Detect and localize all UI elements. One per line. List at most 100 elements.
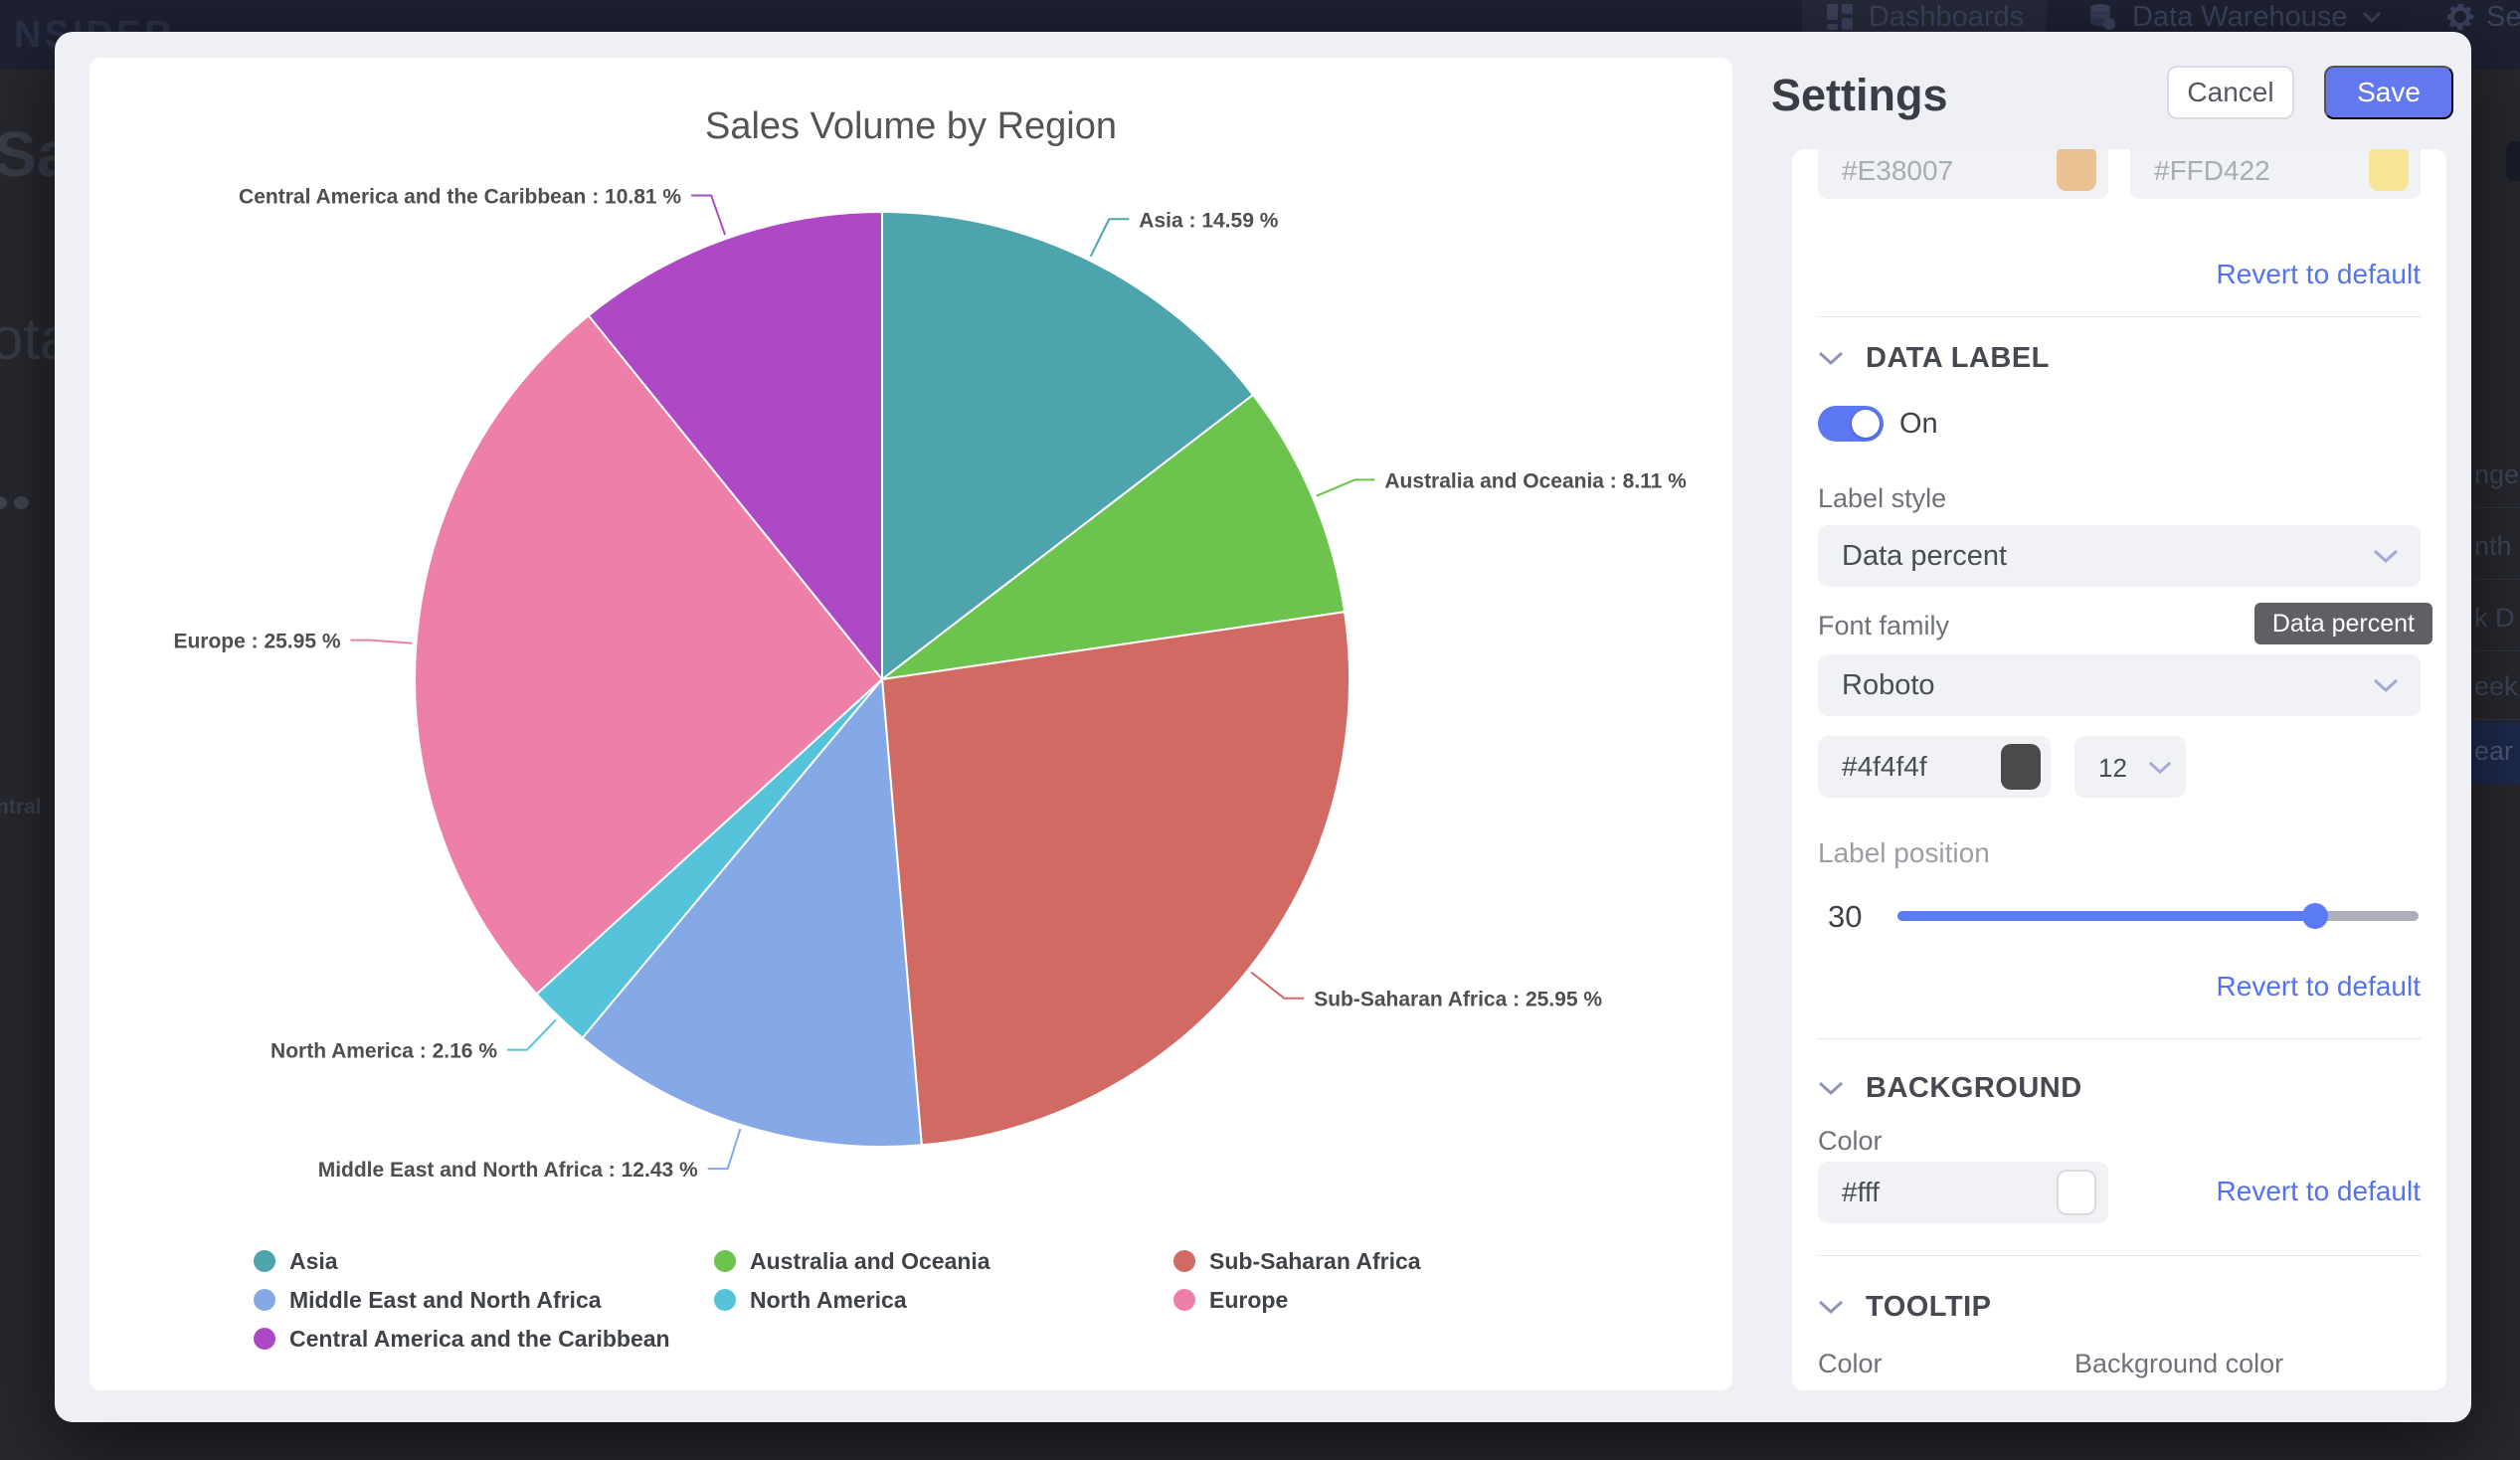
nav-settings-label: Se [2486,0,2520,33]
data-label-toggle[interactable] [1818,406,1884,442]
legend-dot [714,1250,736,1272]
pie-label: Central America and the Caribbean : 10.8… [239,186,681,209]
bg-dropdown-item-text: nge [2474,459,2520,489]
pie-label: Middle East and North Africa : 12.43 % [318,1159,698,1182]
pie-slice-6[interactable] [587,211,883,680]
bg-dropdown-item-text: nth [2474,531,2512,561]
label-style-dropdown[interactable]: Data percent [1818,525,2421,587]
label-position-label: Label position [1818,837,1990,868]
pie-label: Europe : 25.95 % [173,631,340,653]
revert-link-data-label[interactable]: Revert to default [2216,971,2421,1002]
pie-label: North America : 2.16 % [270,1040,497,1063]
font-family-value: Roboto [1842,669,1935,701]
bg-dropdown-item-text: eek [2474,671,2518,701]
background-color-value: #fff [1842,1177,1880,1207]
label-style-label: Label style [1818,483,1947,513]
series-color-value-1: #E38007 [1842,155,1954,186]
series-color-swatch-1[interactable] [2057,149,2096,191]
nav-data-warehouse-label: Data Warehouse [2132,0,2348,33]
bg-dropdown-separator [2472,579,2520,580]
font-family-label: Font family [1818,611,1950,640]
nav-settings[interactable]: Se [2444,0,2520,46]
font-family-dropdown[interactable]: Roboto [1818,654,2421,716]
series-color-input-2[interactable]: #FFD422 [2130,149,2421,199]
bg-dropdown-separator [2472,507,2520,508]
label-position-slider[interactable] [1897,903,2419,929]
background-color-label: Color [1818,1126,1883,1156]
pie-slice-0[interactable] [881,211,1254,680]
tooltip-background-color-label: Background color [2074,1349,2284,1378]
nav-data-warehouse[interactable]: Data Warehouse [2086,0,2382,46]
divider [1818,1038,2421,1039]
legend-label: Sub-Saharan Africa [1209,1247,1421,1274]
revert-link-series[interactable]: Revert to default [2216,259,2421,289]
chevron-down-icon [2373,549,2399,564]
pie-label-line [1316,478,1375,497]
chevron-down-icon [2362,11,2381,23]
section-data-label-title: DATA LABEL [1866,342,2050,374]
section-background[interactable]: BACKGROUND [1818,1072,2082,1105]
pie-label-line [350,639,413,644]
label-style-value: Data percent [1842,540,2008,572]
legend-label: North America [750,1286,907,1313]
legend-item-2[interactable]: Sub-Saharan Africa [1173,1247,1611,1274]
save-button[interactable]: Save [2324,66,2453,119]
section-tooltip[interactable]: TOOLTIP [1818,1291,1991,1324]
background-color-input[interactable]: #fff [1818,1162,2108,1223]
legend-item-4[interactable]: North America [714,1286,1173,1313]
legend-item-1[interactable]: Australia and Oceania [714,1248,1173,1274]
data-label-toggle-state: On [1899,408,1938,440]
legend-item-3[interactable]: Middle East and North Africa [254,1286,714,1313]
bg-dropdown-item-text: k D [2474,603,2515,633]
pie-label-line [507,1018,557,1051]
pie-label-line [707,1128,742,1171]
bg-label-partial: ntral [0,796,42,819]
slider-fill [1897,911,2315,921]
dashboards-icon [1826,4,1853,30]
bg-corner-button-partial [2506,141,2520,181]
legend-item-5[interactable]: Europe [1173,1286,1611,1313]
series-color-input-1[interactable]: #E38007 [1818,149,2108,199]
pie-label-line [1250,971,1305,1000]
legend-dot [714,1289,736,1311]
section-data-label[interactable]: DATA LABEL [1818,342,2050,375]
legend-dot [254,1289,275,1311]
bg-dropdown-item-text: ear [2474,736,2514,766]
cancel-button[interactable]: Cancel [2167,66,2294,119]
revert-link-background[interactable]: Revert to default [2216,1176,2421,1206]
divider [1818,316,2421,317]
nav-dashboards-label: Dashboards [1868,0,2025,33]
legend-item-6[interactable]: Central America and the Caribbean [254,1325,714,1352]
pie-slice-5[interactable] [414,314,883,996]
slider-thumb[interactable] [2302,903,2328,929]
pie-label: Australia and Oceania : 8.11 % [1384,469,1687,492]
legend-label: Europe [1209,1286,1289,1313]
bg-bullet-dot-partial [0,496,7,509]
settings-panel-title: Settings [1771,70,1948,120]
legend-label: Asia [289,1247,338,1274]
series-color-swatch-2[interactable] [2369,149,2409,191]
chevron-down-icon [1818,1300,1844,1315]
chart-legend: Asia Australia and Oceania Sub-Saharan Afr… [254,1247,1611,1352]
pie-chart: Asia : 14.59 % Australia and Oceania : 8.… [173,186,1687,1183]
pie-slice-1[interactable] [881,394,1347,680]
bg-dropdown-separator [2472,719,2520,720]
tooltip-color-label: Color [1818,1349,1883,1378]
section-tooltip-title: TOOLTIP [1866,1291,1992,1323]
gear-icon [2447,4,2474,30]
background-color-swatch[interactable] [2057,1170,2096,1215]
legend-label: Central America and the Caribbean [289,1325,670,1352]
font-size-dropdown[interactable]: 12 [2074,736,2186,798]
legend-item-0[interactable]: Asia [254,1247,714,1274]
pie-slice-3[interactable] [581,678,923,1148]
chart-settings-modal: Sales Volume by Region Asia : 14.59 % Aus… [55,32,2471,1422]
pie-label-line [1089,218,1130,258]
font-color-value: #4f4f4f [1842,751,1927,782]
font-color-input[interactable]: #4f4f4f [1818,736,2051,798]
pie-slice-2[interactable] [881,611,1350,1147]
font-color-swatch[interactable] [2001,744,2041,790]
legend-dot [254,1328,275,1350]
legend-label: Middle East and North Africa [289,1286,602,1313]
section-background-title: BACKGROUND [1866,1072,2082,1104]
